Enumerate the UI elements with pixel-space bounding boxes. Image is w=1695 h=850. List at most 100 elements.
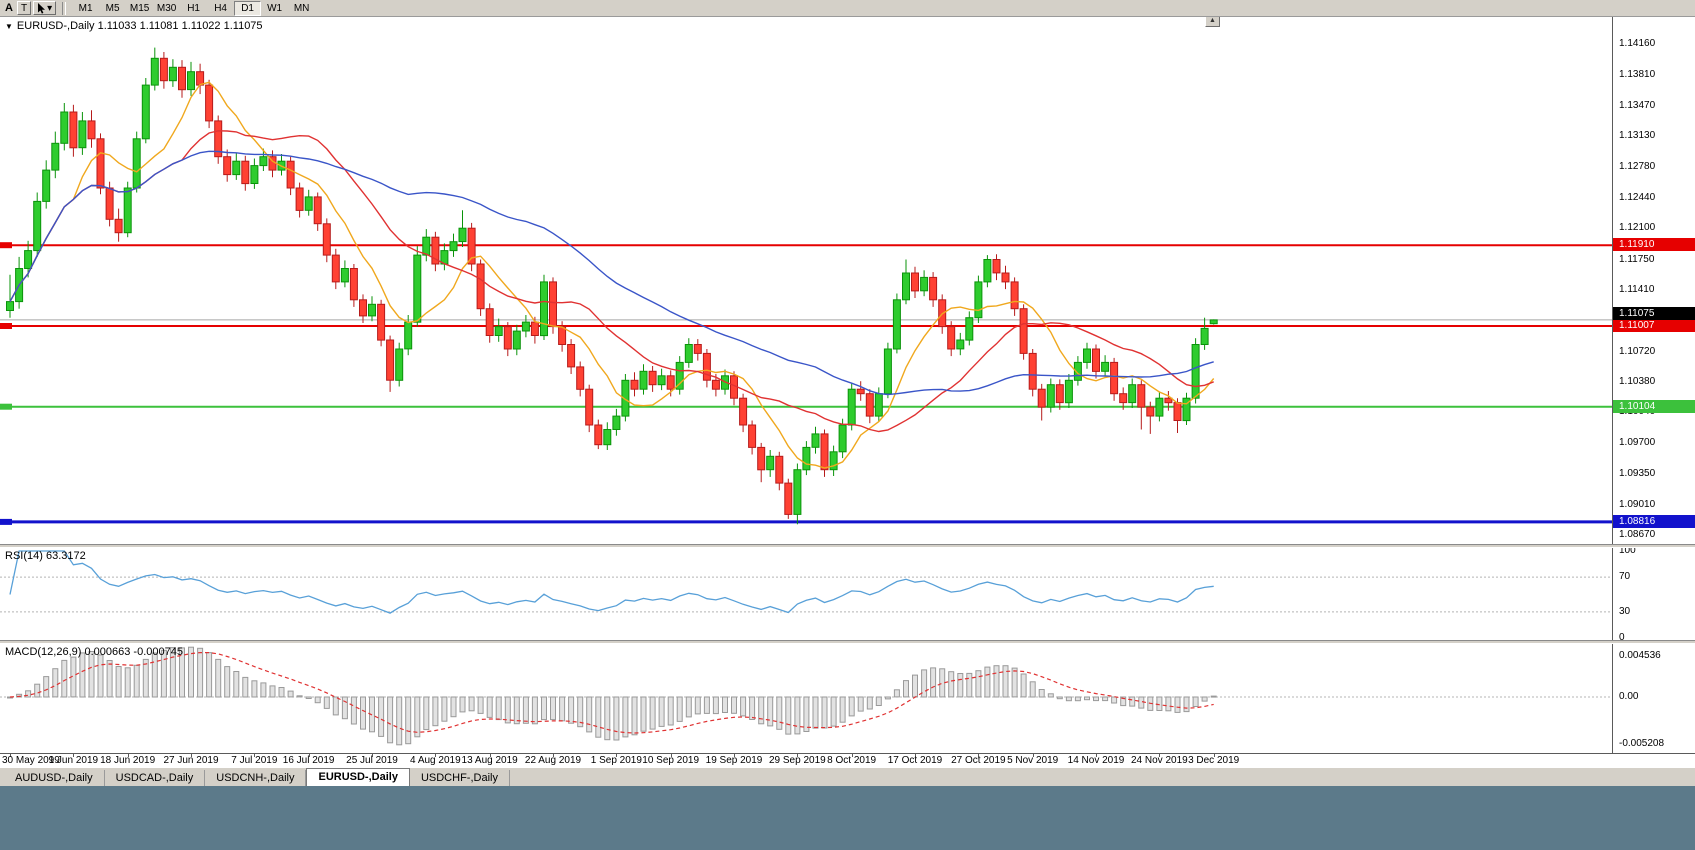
macd-histogram-bar [133,664,140,698]
candle-body [766,455,775,471]
candle-body [1010,281,1019,310]
candle-body [476,263,485,310]
macd-histogram-bar [794,696,801,735]
cursor-tool-dropdown[interactable]: ▾ [33,1,57,15]
macd-histogram-bar [568,696,575,724]
ma-line-45 [9,150,1214,396]
candle-body [1037,388,1046,408]
macd-histogram-bar [1111,696,1118,704]
date-tick-label: 1 Sep 2019 [590,755,642,766]
date-tick [489,754,491,757]
macd-histogram-bar [360,696,366,730]
candle-body [413,254,422,323]
macd-histogram-bar [767,696,774,727]
macd-histogram-bar [459,696,466,713]
time-axis[interactable]: 30 May 2019 9 Jun 2019 18 Jun 2019 27 Jun 2… [0,753,1695,767]
candle-body [33,200,42,252]
macd-histogram-bar [1156,696,1163,711]
candle-body [540,281,548,337]
price-tick-label: 1.11750 [1619,253,1655,265]
macd-histogram-bar [296,695,303,698]
date-tick [616,754,618,757]
candle-body [114,218,123,234]
macd-histogram-bar [1020,673,1027,698]
price-tick-label: 1.11410 [1619,283,1655,295]
timeframe-button-w1[interactable]: W1 [261,1,288,16]
price-tick-label: 1.09350 [1619,468,1656,480]
panel-splitter[interactable] [0,640,1695,644]
date-tick [308,754,310,757]
candle-body [702,352,711,381]
macd-histogram-bar [604,696,611,741]
chart-tab-usdcad[interactable]: USDCAD-,Daily [105,770,206,786]
date-tick-label: 19 Sep 2019 [705,755,763,766]
timeframe-button-m5[interactable]: M5 [99,1,126,16]
macd-histogram-bar [776,696,783,730]
price-tick-label: 1.10380 [1619,376,1656,388]
panel-splitter[interactable] [0,544,1695,548]
date-tick [191,754,192,757]
chart-header: ▼ EURUSD-,Daily 1.11033 1.11081 1.11022 … [5,20,263,32]
candle-body [386,339,395,381]
candle-body [196,71,205,86]
candle-body [820,433,829,471]
chart-tab-usdcnh[interactable]: USDCNH-,Daily [205,770,307,786]
date-tick [1032,754,1034,757]
timeframe-button-h1[interactable]: H1 [180,1,207,16]
price-chart-canvas[interactable] [0,17,1612,545]
candle-body [395,348,404,381]
price-tick-label: 1.10720 [1619,345,1656,357]
macd-histogram-bar [387,696,394,744]
chart-tab-audusd[interactable]: AUDUSD-,Daily [4,770,105,786]
candle-body [865,393,874,417]
macd-histogram-bar [522,696,529,724]
timeframe-button-m30[interactable]: M30 [153,1,180,16]
macd-histogram-bar [1138,696,1145,709]
candle-body [693,344,702,354]
chart-tab-usdchf[interactable]: USDCHF-,Daily [410,770,510,786]
date-tick [73,754,75,757]
rsi-canvas[interactable] [0,548,1612,641]
candle-body [322,223,331,256]
candle-body [576,366,585,390]
timeframe-button-mn[interactable]: MN [288,1,315,16]
macd-histogram-bar [1029,681,1036,698]
candle-body [902,272,910,301]
timeframe-button-m1[interactable]: M1 [72,1,99,16]
macd-histogram-bar [685,696,692,718]
macd-histogram-bar [314,696,321,704]
timeframe-button-d1[interactable]: D1 [234,0,262,16]
macd-histogram-bar [712,696,719,715]
bottom-strip [0,786,1695,850]
candle-body [241,160,250,185]
ma-line-20 [9,130,1214,433]
collapse-triangle-icon[interactable]: ▼ [5,21,13,31]
text-tool-button[interactable]: T [16,1,32,15]
timeframe-button-m15[interactable]: M15 [126,1,153,16]
macd-histogram-bar [305,696,312,699]
candle-body [168,66,177,82]
date-tick-label: 3 Dec 2019 [1188,755,1240,766]
macd-histogram-bar [667,696,674,726]
candle-body [1137,384,1146,408]
price-axis[interactable]: 1.14160 1.13810 1.13470 1.13130 1.12780 1.124… [1612,17,1695,753]
price-tick-label: 1.13810 [1619,69,1656,81]
candle-body [485,308,494,337]
candle-body [467,227,476,265]
macd-histogram-bar [97,654,104,698]
candle-body [96,138,105,189]
candle-body [675,361,684,390]
candle-body [1200,327,1209,345]
chart-tab-eurusd[interactable]: EURUSD-,Daily [306,768,410,786]
timeframe-button-h4[interactable]: H4 [207,1,234,16]
candle-body [150,57,159,86]
macd-histogram-bar [278,687,285,698]
candle-body [793,469,802,515]
candle-body [503,326,512,350]
macd-histogram-bar [224,666,231,698]
macd-histogram-bar [495,696,502,721]
candle-body [956,339,965,350]
macd-histogram-bar [188,646,194,698]
macd-canvas[interactable] [0,644,1612,753]
